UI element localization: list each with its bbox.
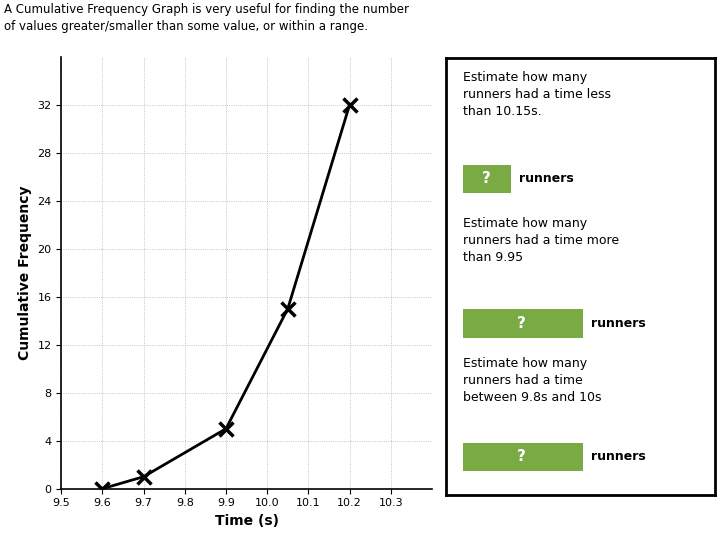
FancyBboxPatch shape: [462, 443, 583, 471]
Y-axis label: Cumulative Frequency: Cumulative Frequency: [18, 185, 32, 360]
FancyBboxPatch shape: [462, 309, 583, 338]
FancyBboxPatch shape: [462, 165, 511, 193]
Text: Estimate how many
runners had a time more
than 9.95: Estimate how many runners had a time mor…: [462, 218, 618, 265]
Text: runners: runners: [519, 172, 574, 185]
Text: runners: runners: [591, 317, 646, 330]
Text: Cumulative Frequency Graphs: Cumulative Frequency Graphs: [439, 17, 708, 37]
X-axis label: Time (s): Time (s): [215, 514, 279, 528]
Text: Estimate how many
runners had a time less
than 10.15s.: Estimate how many runners had a time les…: [462, 71, 611, 118]
Text: ?: ?: [517, 316, 526, 331]
Text: ?: ?: [517, 449, 526, 464]
Text: A Cumulative Frequency Graph is very useful for finding the number
of values gre: A Cumulative Frequency Graph is very use…: [4, 3, 409, 33]
Text: runners: runners: [591, 450, 646, 463]
Text: Estimate how many
runners had a time
between 9.8s and 10s: Estimate how many runners had a time bet…: [462, 357, 601, 404]
Text: ?: ?: [482, 171, 491, 186]
